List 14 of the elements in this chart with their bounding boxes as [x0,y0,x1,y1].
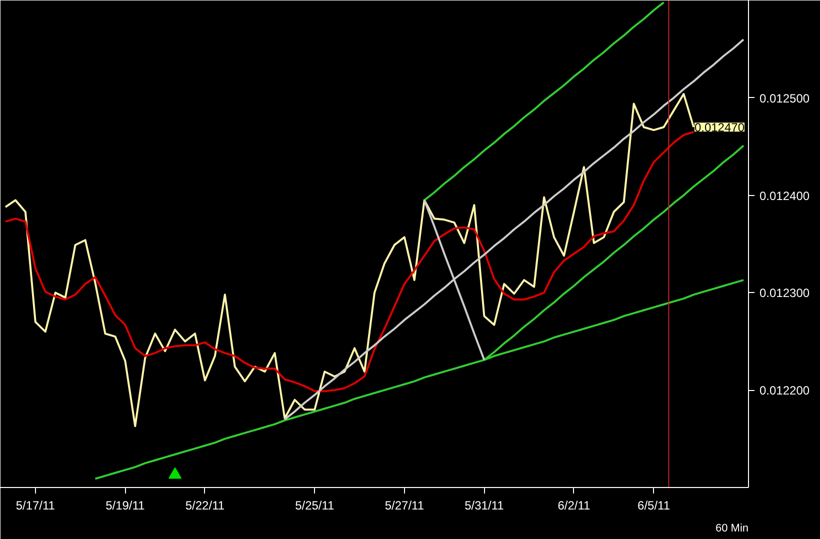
x-tick-label: 5/25/11 [295,498,335,512]
x-tick-label: 5/31/11 [464,498,504,512]
x-tick-label: 5/22/11 [185,498,225,512]
y-tick-label: 0.012400 [760,188,810,203]
y-tick-label: 0.012200 [760,384,810,398]
x-tick-label: 5/17/11 [16,498,56,512]
text: 60 Min [715,522,749,534]
x-tick-label: 6/5/11 [638,498,670,512]
y-tick-label: 0.012300 [760,286,810,300]
x-tick-label: 5/19/11 [106,498,146,512]
annotation: 0.012470 [694,120,745,135]
x-tick-label: 6/2/11 [558,498,591,512]
y-tick-label: 0.012500 [760,91,810,106]
x-tick-label: 5/27/11 [384,498,424,512]
